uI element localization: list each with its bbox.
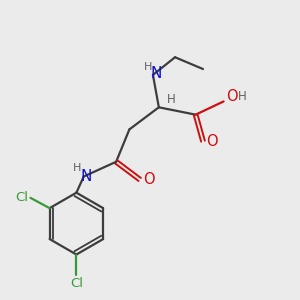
Text: O: O (226, 88, 238, 104)
Text: Cl: Cl (15, 191, 28, 204)
Text: Cl: Cl (70, 277, 83, 290)
Text: O: O (207, 134, 218, 149)
Text: H: H (143, 62, 152, 72)
Text: N: N (80, 169, 92, 184)
Text: O: O (143, 172, 155, 187)
Text: H: H (73, 163, 82, 173)
Text: H: H (238, 90, 246, 103)
Text: H: H (167, 93, 176, 106)
Text: N: N (150, 66, 162, 81)
